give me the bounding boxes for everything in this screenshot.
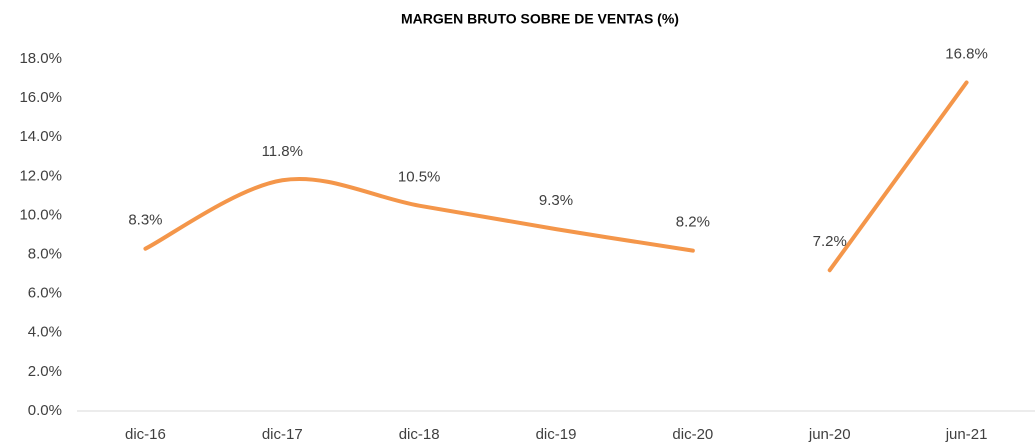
data-label: 9.3% — [539, 192, 573, 209]
y-tick-label: 16.0% — [19, 89, 62, 106]
x-tick-label: dic-18 — [399, 426, 440, 443]
y-tick-label: 6.0% — [28, 285, 62, 302]
data-label: 10.5% — [398, 169, 441, 186]
data-label: 11.8% — [262, 143, 303, 160]
y-tick-label: 18.0% — [19, 50, 62, 67]
chart-title: MARGEN BRUTO SOBRE DE VENTAS (%) — [401, 11, 679, 27]
line — [827, 80, 969, 273]
line — [143, 177, 695, 253]
x-tick-label: dic-16 — [125, 426, 166, 443]
y-tick-label: 12.0% — [19, 167, 62, 184]
y-tick-label: 2.0% — [28, 363, 62, 380]
y-tick-label: 4.0% — [28, 324, 62, 341]
y-tick-label: 10.0% — [19, 206, 62, 223]
y-tick-label: 8.0% — [28, 246, 62, 263]
y-tick-label: 14.0% — [19, 128, 62, 145]
x-tick-label: dic-19 — [536, 426, 577, 443]
x-tick-label: dic-20 — [672, 426, 713, 443]
data-label: 7.2% — [813, 233, 847, 250]
x-tick-label: dic-17 — [262, 426, 303, 443]
data-label: 8.2% — [676, 214, 710, 231]
x-tick-label: jun-21 — [945, 426, 988, 443]
data-label: 8.3% — [128, 212, 162, 229]
x-tick-label: jun-20 — [808, 426, 851, 443]
data-label: 16.8% — [945, 45, 988, 62]
y-tick-label: 0.0% — [28, 402, 62, 419]
